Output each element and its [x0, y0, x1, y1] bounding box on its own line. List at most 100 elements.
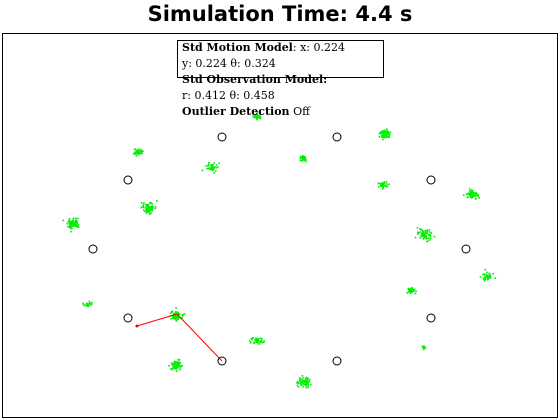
particle	[89, 301, 91, 303]
measurement-line-1	[137, 314, 177, 326]
particle	[386, 129, 388, 131]
particle	[467, 193, 469, 195]
particle	[420, 229, 422, 231]
particle	[259, 343, 261, 345]
particle	[141, 202, 143, 204]
particle	[149, 210, 151, 212]
particle	[257, 339, 259, 341]
particle	[380, 184, 382, 186]
particle	[208, 162, 210, 164]
particle-cloud	[406, 287, 417, 294]
particle-cloud	[140, 200, 157, 215]
particle	[299, 377, 301, 379]
particle	[301, 382, 303, 384]
particle	[82, 303, 84, 305]
particle	[256, 338, 258, 340]
particle	[413, 291, 415, 293]
landmark-marker	[427, 176, 435, 184]
particle	[175, 307, 177, 309]
particle	[180, 362, 182, 364]
particle	[308, 385, 310, 387]
particle	[135, 149, 137, 151]
particle	[71, 221, 73, 223]
particle	[378, 186, 380, 188]
particle	[205, 165, 207, 167]
particle-cloud	[63, 218, 80, 233]
particle	[299, 380, 301, 382]
particle	[145, 204, 147, 206]
motion-model-line: Std Motion Model: x: 0.224	[182, 41, 345, 54]
particle	[63, 220, 65, 222]
landmarks	[89, 133, 470, 365]
particle	[75, 218, 77, 220]
particle	[177, 367, 179, 369]
particle	[430, 235, 432, 237]
particle	[148, 204, 150, 206]
particle	[218, 163, 220, 165]
particle	[76, 224, 78, 226]
landmark-marker	[218, 133, 226, 141]
particle	[143, 209, 145, 211]
particle	[430, 238, 432, 240]
particle	[382, 182, 384, 184]
particle	[73, 224, 75, 226]
particle	[83, 305, 85, 307]
particle	[297, 385, 299, 387]
particle	[411, 289, 413, 291]
particle	[388, 136, 390, 138]
particle	[488, 273, 490, 275]
particle	[382, 139, 384, 141]
particle	[408, 291, 410, 293]
particle	[67, 226, 69, 228]
particle	[69, 218, 71, 220]
particle	[415, 291, 417, 293]
particle	[86, 303, 88, 305]
particle	[210, 164, 212, 166]
particle-cloud	[249, 337, 265, 345]
particle	[386, 136, 388, 138]
particle	[135, 155, 137, 157]
particle	[250, 342, 252, 344]
particle	[381, 136, 383, 138]
particle	[146, 206, 148, 208]
particle	[383, 182, 385, 184]
particle	[170, 312, 172, 314]
particle-cloud	[168, 359, 183, 372]
particle	[490, 275, 492, 277]
motion-model-values-line: y: 0.224 θ: 0.324	[182, 57, 276, 70]
particle	[485, 269, 487, 271]
particle	[420, 237, 422, 239]
particle	[155, 206, 157, 208]
particle	[386, 181, 388, 183]
particle	[385, 135, 387, 137]
landmark-marker	[124, 176, 132, 184]
particle	[254, 342, 256, 344]
outlier-detection-line: Outlier Detection Off	[182, 105, 310, 118]
particle	[469, 193, 471, 195]
particle	[73, 218, 75, 220]
motion-model-values-x: : x: 0.224	[293, 41, 345, 54]
particle	[142, 205, 144, 207]
particle	[142, 151, 144, 153]
observation-model-values: r: 0.412 θ: 0.458	[182, 89, 275, 102]
particle	[77, 218, 79, 220]
particle-cloud	[300, 155, 307, 162]
particle	[423, 349, 425, 351]
particle	[386, 130, 388, 132]
particle	[175, 315, 177, 317]
particle	[378, 136, 380, 138]
particle	[310, 384, 312, 386]
particle	[471, 189, 473, 191]
particle	[148, 207, 150, 209]
particle	[487, 275, 489, 277]
particle	[301, 379, 303, 381]
particle	[261, 342, 263, 344]
particle	[151, 205, 153, 207]
particle	[209, 168, 211, 170]
particle	[429, 239, 431, 241]
particle-cloud	[202, 162, 220, 174]
particle	[300, 158, 302, 160]
particle	[175, 368, 177, 370]
particle	[382, 186, 384, 188]
particle	[428, 231, 430, 233]
